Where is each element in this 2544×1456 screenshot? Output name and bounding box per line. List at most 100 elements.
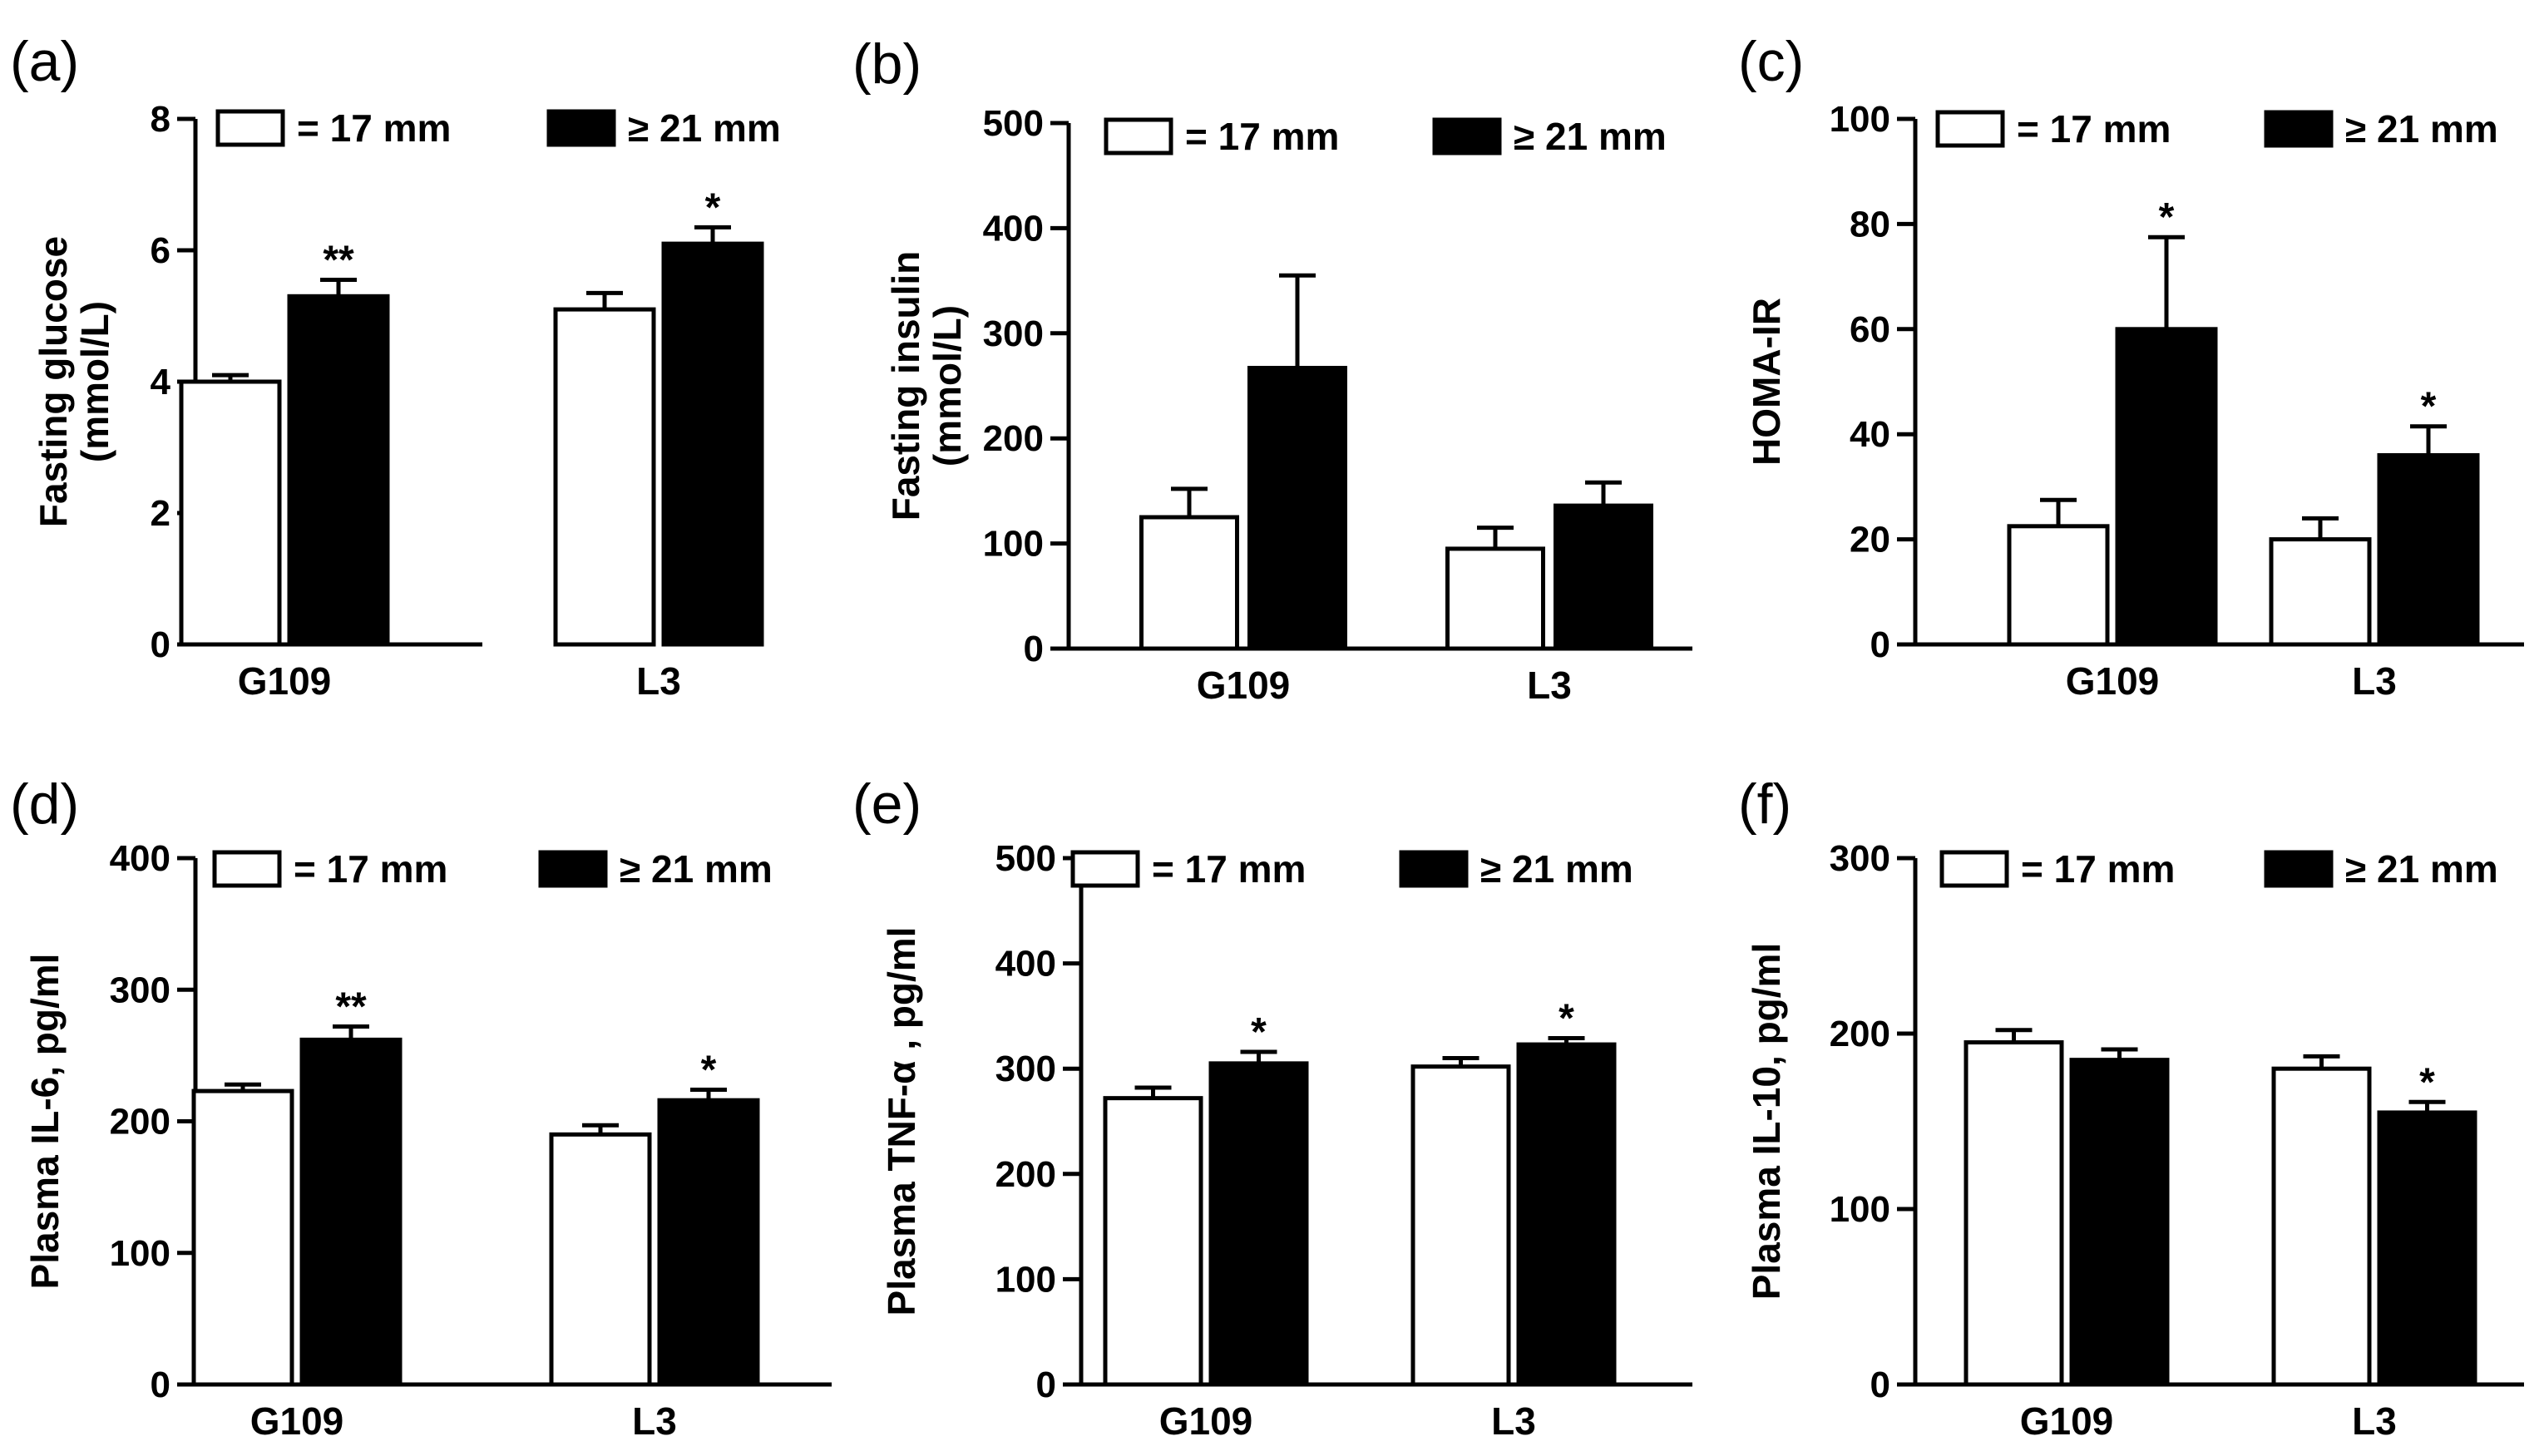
legend-label-filled: ≥ 21 mm <box>1480 847 1633 891</box>
category-label: L3 <box>1491 1399 1536 1443</box>
bar-l3-open <box>549 1132 652 1387</box>
y-tick-label: 300 <box>983 313 1044 354</box>
y-axis-title: Plasma IL-10, pg/ml <box>1745 943 1788 1300</box>
chart-panel-e: (e) 0 100 200 300 400 500 Plasma TNF-α , pg/ml *… <box>852 772 1692 1443</box>
category-label: L3 <box>2352 659 2397 703</box>
category-label: L3 <box>1527 664 1572 707</box>
y-tick-label: 200 <box>995 1154 1056 1195</box>
legend-label-open: = 17 mm <box>1185 115 1339 158</box>
legend-label-open: = 17 mm <box>2017 107 2171 151</box>
bar-g109-open <box>2007 524 2110 647</box>
panel-label: (b) <box>852 32 921 96</box>
y-tick-label: 400 <box>995 944 1056 985</box>
y-axis-title: Fasting glucose <box>32 236 75 527</box>
legend-swatch-open <box>1104 117 1173 155</box>
legend-swatch-open <box>215 109 285 147</box>
legend-swatch-filled <box>2264 110 2334 148</box>
y-tick-label: 8 <box>151 99 170 140</box>
significance-mark: * <box>705 185 721 230</box>
legend-swatch-filled <box>2264 850 2334 888</box>
bar-l3-open <box>2271 1066 2372 1387</box>
chart-panel-b: (b) 0 100 200 300 400 500 Fasting insulin(mmol/… <box>852 32 1692 707</box>
category-label: G109 <box>2066 659 2160 703</box>
legend-label-filled: ≥ 21 mm <box>2345 107 2498 151</box>
y-tick-label: 200 <box>983 418 1044 459</box>
bar-g109-open <box>1139 515 1239 651</box>
y-tick-label: 500 <box>983 103 1044 144</box>
y-axis-title: Fasting insulin <box>884 251 927 521</box>
y-tick-label: 0 <box>151 624 170 665</box>
significance-mark: ** <box>323 239 354 283</box>
bar-l3-open <box>553 307 656 647</box>
significance-mark: * <box>2419 1060 2435 1104</box>
legend-swatch-filled <box>546 109 616 147</box>
panel-label: (c) <box>1738 30 1804 93</box>
bar-g109-open <box>1964 1040 2064 1387</box>
y-tick-label: 100 <box>1830 1189 1890 1230</box>
significance-mark: * <box>1251 1010 1267 1054</box>
y-tick-label: 0 <box>1870 624 1890 665</box>
chart-panel-f: (f) 0 100 200 300 Plasma IL-10, pg/ml G109 * L3 =… <box>1738 772 2524 1443</box>
legend-swatch-open <box>212 850 282 888</box>
bar-g109-filled <box>299 1037 403 1387</box>
category-label: L3 <box>632 1399 677 1443</box>
panel-label: (f) <box>1738 772 1791 836</box>
y-tick-label: 300 <box>110 970 170 1010</box>
bar-l3-filled <box>661 241 764 647</box>
bar-g109-filled <box>2115 327 2218 647</box>
y-tick-label: 100 <box>1830 99 1890 140</box>
y-tick-label: 0 <box>1036 1365 1056 1405</box>
bar-l3-filled <box>1554 503 1653 651</box>
legend-label-open: = 17 mm <box>2021 847 2175 891</box>
y-axis-title: HOMA-IR <box>1745 298 1788 466</box>
y-tick-label: 0 <box>1870 1365 1890 1405</box>
legend-label-filled: ≥ 21 mm <box>1514 115 1667 158</box>
y-tick-label: 400 <box>110 838 170 879</box>
y-tick-label: 300 <box>1830 838 1890 879</box>
significance-mark: * <box>701 1049 717 1093</box>
chart-panel-d: (d) 0 100 200 300 400 Plasma IL-6, pg/ml ** G109… <box>10 772 832 1443</box>
bar-l3-filled <box>2377 1110 2477 1387</box>
legend-swatch-open <box>1070 850 1140 888</box>
y-tick-label: 100 <box>983 524 1044 565</box>
legend-swatch-filled <box>1399 850 1469 888</box>
bar-g109-filled <box>1247 366 1347 651</box>
category-label: G109 <box>1197 664 1291 707</box>
y-tick-label: 100 <box>110 1233 170 1274</box>
bar-g109-filled <box>2069 1058 2170 1387</box>
legend-label-filled: ≥ 21 mm <box>620 847 773 891</box>
legend-swatch-open <box>1935 110 2005 148</box>
category-label: L3 <box>2352 1399 2397 1443</box>
y-tick-label: 0 <box>151 1365 170 1405</box>
legend-swatch-filled <box>1432 117 1502 155</box>
y-tick-label: 0 <box>1024 629 1044 669</box>
y-tick-label: 4 <box>151 362 171 402</box>
legend-label-open: = 17 mm <box>294 847 447 891</box>
y-tick-label: 20 <box>1850 520 1890 560</box>
y-tick-label: 200 <box>1830 1014 1890 1054</box>
bar-g109-open <box>191 1088 294 1387</box>
panel-label: (d) <box>10 772 79 836</box>
bar-l3-open <box>2269 537 2372 647</box>
bar-g109-open <box>179 379 282 647</box>
legend-label-filled: ≥ 21 mm <box>628 106 781 150</box>
legend-label-open: = 17 mm <box>1152 847 1306 891</box>
category-label: L3 <box>636 659 681 703</box>
bar-l3-open <box>1445 546 1545 651</box>
legend-label-open: = 17 mm <box>297 106 451 150</box>
y-tick-label: 6 <box>151 230 170 271</box>
y-axis-title-unit: (mmol/L) <box>73 301 116 462</box>
bar-l3-open <box>1410 1064 1511 1387</box>
significance-mark: * <box>2421 385 2437 429</box>
legend-label-filled: ≥ 21 mm <box>2345 847 2498 891</box>
chart-panel-c: (c) 0 20 40 60 80 100 HOMA-IR * G109 * L3 = 17 mm ≥ 2… <box>1738 30 2524 703</box>
panel-label: (a) <box>10 30 79 93</box>
y-axis-title: Plasma IL-6, pg/ml <box>23 954 67 1290</box>
y-tick-label: 40 <box>1850 414 1890 455</box>
bar-g109-filled <box>287 294 390 647</box>
y-tick-label: 500 <box>995 838 1056 879</box>
panel-label: (e) <box>852 772 921 836</box>
bar-l3-filled <box>2377 452 2480 647</box>
category-label: G109 <box>238 659 332 703</box>
